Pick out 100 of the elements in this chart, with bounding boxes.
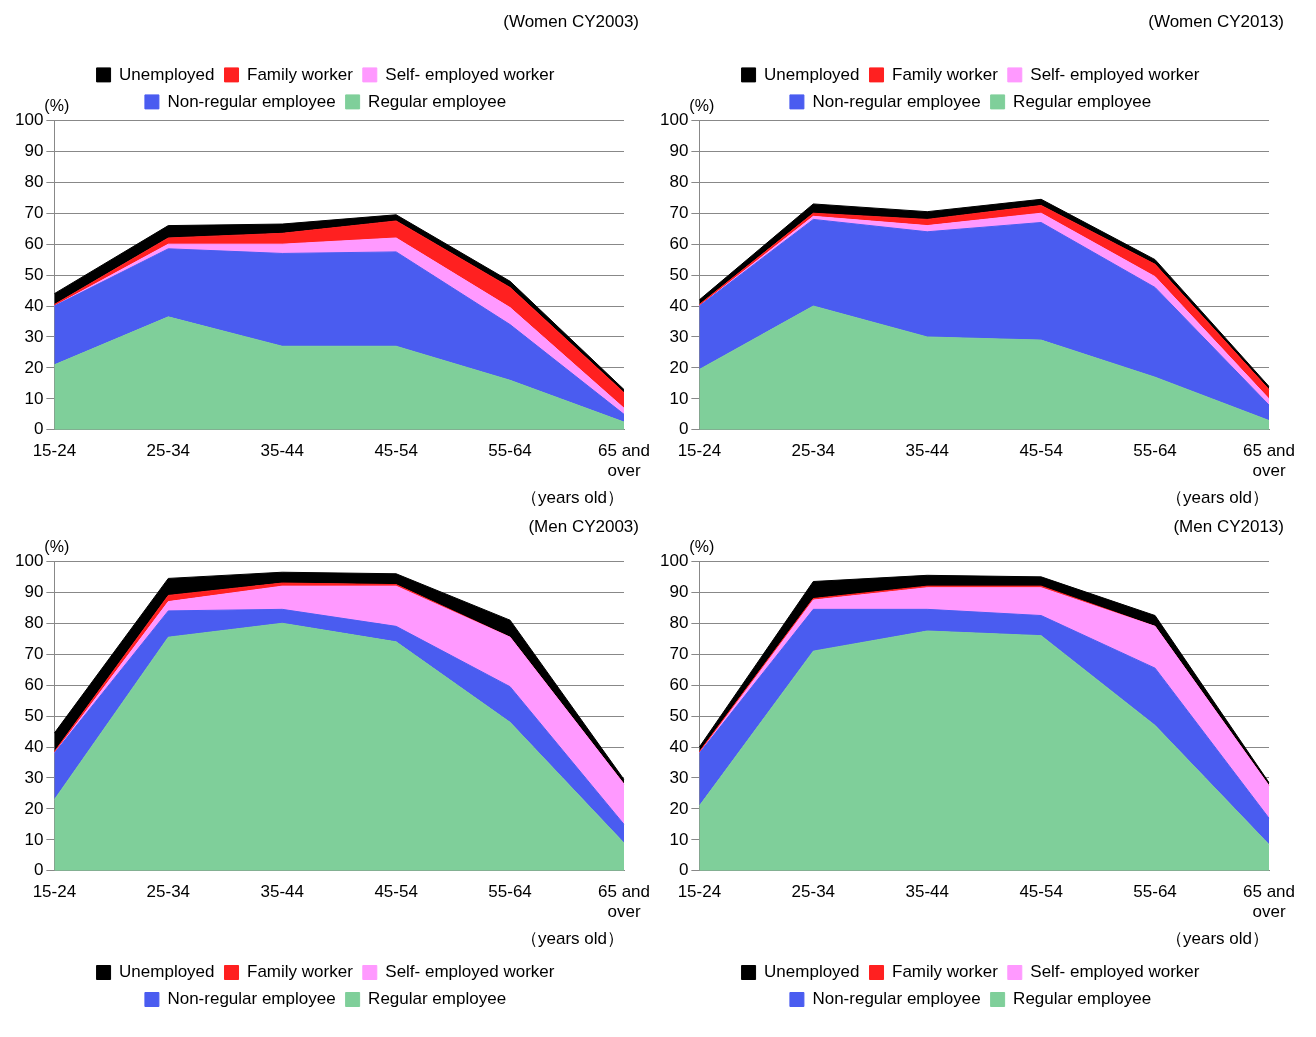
legend-label: Unemployed — [119, 64, 215, 84]
legend-label: Non-regular employee — [812, 989, 981, 1009]
legend-label: Unemployed — [764, 64, 860, 84]
x-tick-label: 15-24 — [677, 440, 722, 460]
x-tick-label: 45-54 — [374, 440, 418, 460]
x-axis-title: （years old） — [1166, 929, 1269, 949]
y-tick-label: 70 — [24, 202, 44, 222]
x-tick-label: 45-54 — [374, 881, 418, 901]
chart-title: (Men CY2003) — [528, 516, 639, 536]
y-tick-label: 10 — [669, 829, 689, 849]
x-tick-label: 55-64 — [488, 881, 532, 901]
legend-label: Non-regular employee — [167, 91, 336, 111]
y-axis-title: (%) — [44, 537, 70, 555]
y-tick-label: 50 — [24, 705, 44, 725]
x-tick-label: 35-44 — [260, 881, 304, 901]
y-tick-label: 40 — [669, 295, 689, 315]
x-tick-label: 65 and over — [1243, 881, 1295, 922]
x-tick-label: 35-44 — [260, 440, 304, 460]
legend-label: Family worker — [247, 962, 354, 982]
x-tick-label: 55-64 — [1133, 881, 1177, 901]
y-tick-label: 50 — [24, 264, 44, 284]
x-tick-label: 25-34 — [146, 440, 191, 460]
legend-label: Self- employed worker — [385, 962, 555, 982]
y-tick-label: 10 — [24, 388, 44, 408]
y-tick-label: 90 — [24, 141, 44, 161]
legend-label: Regular employee — [368, 91, 507, 111]
y-tick-label: 90 — [669, 582, 689, 602]
chart-title: (Men CY2013) — [1173, 516, 1284, 536]
legend-label: Regular employee — [368, 989, 507, 1009]
y-tick-label: 90 — [669, 141, 689, 161]
x-tick-label: 25-34 — [146, 881, 191, 901]
legend-label: Regular employee — [1013, 91, 1152, 111]
y-tick-label: 30 — [24, 326, 44, 346]
x-tick-label: 35-44 — [905, 881, 949, 901]
legend-label: Family worker — [892, 962, 999, 982]
x-tick-label: 45-54 — [1019, 440, 1063, 460]
chart-title: (Women CY2013) — [1148, 11, 1284, 31]
y-axis-title: (%) — [689, 537, 715, 555]
y-tick-label: 50 — [669, 264, 689, 284]
y-tick-label: 20 — [24, 798, 44, 818]
y-tick-label: 90 — [24, 582, 44, 602]
y-tick-label: 80 — [24, 612, 44, 632]
x-tick-label: 65 and over — [598, 440, 650, 481]
chart-title: (Women CY2003) — [503, 11, 639, 31]
legend-label: Non-regular employee — [167, 989, 336, 1009]
y-tick-label: 80 — [24, 171, 44, 191]
y-tick-label: 50 — [669, 705, 689, 725]
y-tick-label: 20 — [669, 357, 689, 377]
y-axis-title: (%) — [689, 96, 715, 114]
x-axis-title: （years old） — [1166, 488, 1269, 508]
x-tick-label: 55-64 — [488, 440, 532, 460]
x-tick-label: 15-24 — [32, 440, 77, 460]
x-tick-label: 15-24 — [677, 881, 722, 901]
legend-label: Non-regular employee — [812, 91, 981, 111]
y-tick-label: 0 — [33, 419, 44, 439]
y-tick-label: 80 — [669, 612, 689, 632]
y-axis-title: (%) — [44, 96, 70, 114]
y-tick-label: 70 — [669, 202, 689, 222]
legend-label: Unemployed — [764, 962, 860, 982]
y-tick-label: 0 — [678, 860, 689, 880]
x-tick-label: 15-24 — [32, 881, 77, 901]
y-tick-label: 70 — [24, 643, 44, 663]
x-tick-label: 65 and over — [598, 881, 650, 922]
x-axis-title: （years old） — [521, 929, 624, 949]
legend-label: Regular employee — [1013, 989, 1152, 1009]
y-tick-label: 60 — [24, 674, 44, 694]
y-tick-label: 0 — [678, 419, 689, 439]
y-tick-label: 80 — [669, 171, 689, 191]
legend-label: Self- employed worker — [1030, 962, 1200, 982]
y-tick-label: 30 — [669, 326, 689, 346]
x-tick-label: 35-44 — [905, 440, 949, 460]
legend-label: Self- employed worker — [1030, 64, 1200, 84]
y-tick-label: 60 — [669, 674, 689, 694]
y-tick-label: 40 — [669, 736, 689, 756]
x-axis-title: （years old） — [521, 488, 624, 508]
y-tick-label: 100 — [14, 551, 44, 571]
x-tick-label: 25-34 — [791, 440, 836, 460]
y-tick-label: 0 — [33, 860, 44, 880]
y-tick-label: 20 — [24, 357, 44, 377]
x-tick-label: 65 and over — [1243, 440, 1295, 481]
y-tick-label: 30 — [24, 767, 44, 787]
y-tick-label: 40 — [24, 295, 44, 315]
y-tick-label: 70 — [669, 643, 689, 663]
y-tick-label: 100 — [14, 110, 44, 130]
y-tick-label: 100 — [659, 110, 689, 130]
legend-label: Family worker — [892, 64, 999, 84]
x-tick-label: 25-34 — [791, 881, 836, 901]
y-tick-label: 40 — [24, 736, 44, 756]
y-tick-label: 10 — [24, 829, 44, 849]
y-tick-label: 100 — [659, 551, 689, 571]
x-tick-label: 55-64 — [1133, 440, 1177, 460]
y-tick-label: 60 — [24, 233, 44, 253]
y-tick-label: 10 — [669, 388, 689, 408]
y-tick-label: 60 — [669, 233, 689, 253]
y-tick-label: 30 — [669, 767, 689, 787]
legend-label: Unemployed — [119, 962, 215, 982]
y-tick-label: 20 — [669, 798, 689, 818]
x-tick-label: 45-54 — [1019, 881, 1063, 901]
legend-label: Family worker — [247, 64, 354, 84]
legend-label: Self- employed worker — [385, 64, 555, 84]
